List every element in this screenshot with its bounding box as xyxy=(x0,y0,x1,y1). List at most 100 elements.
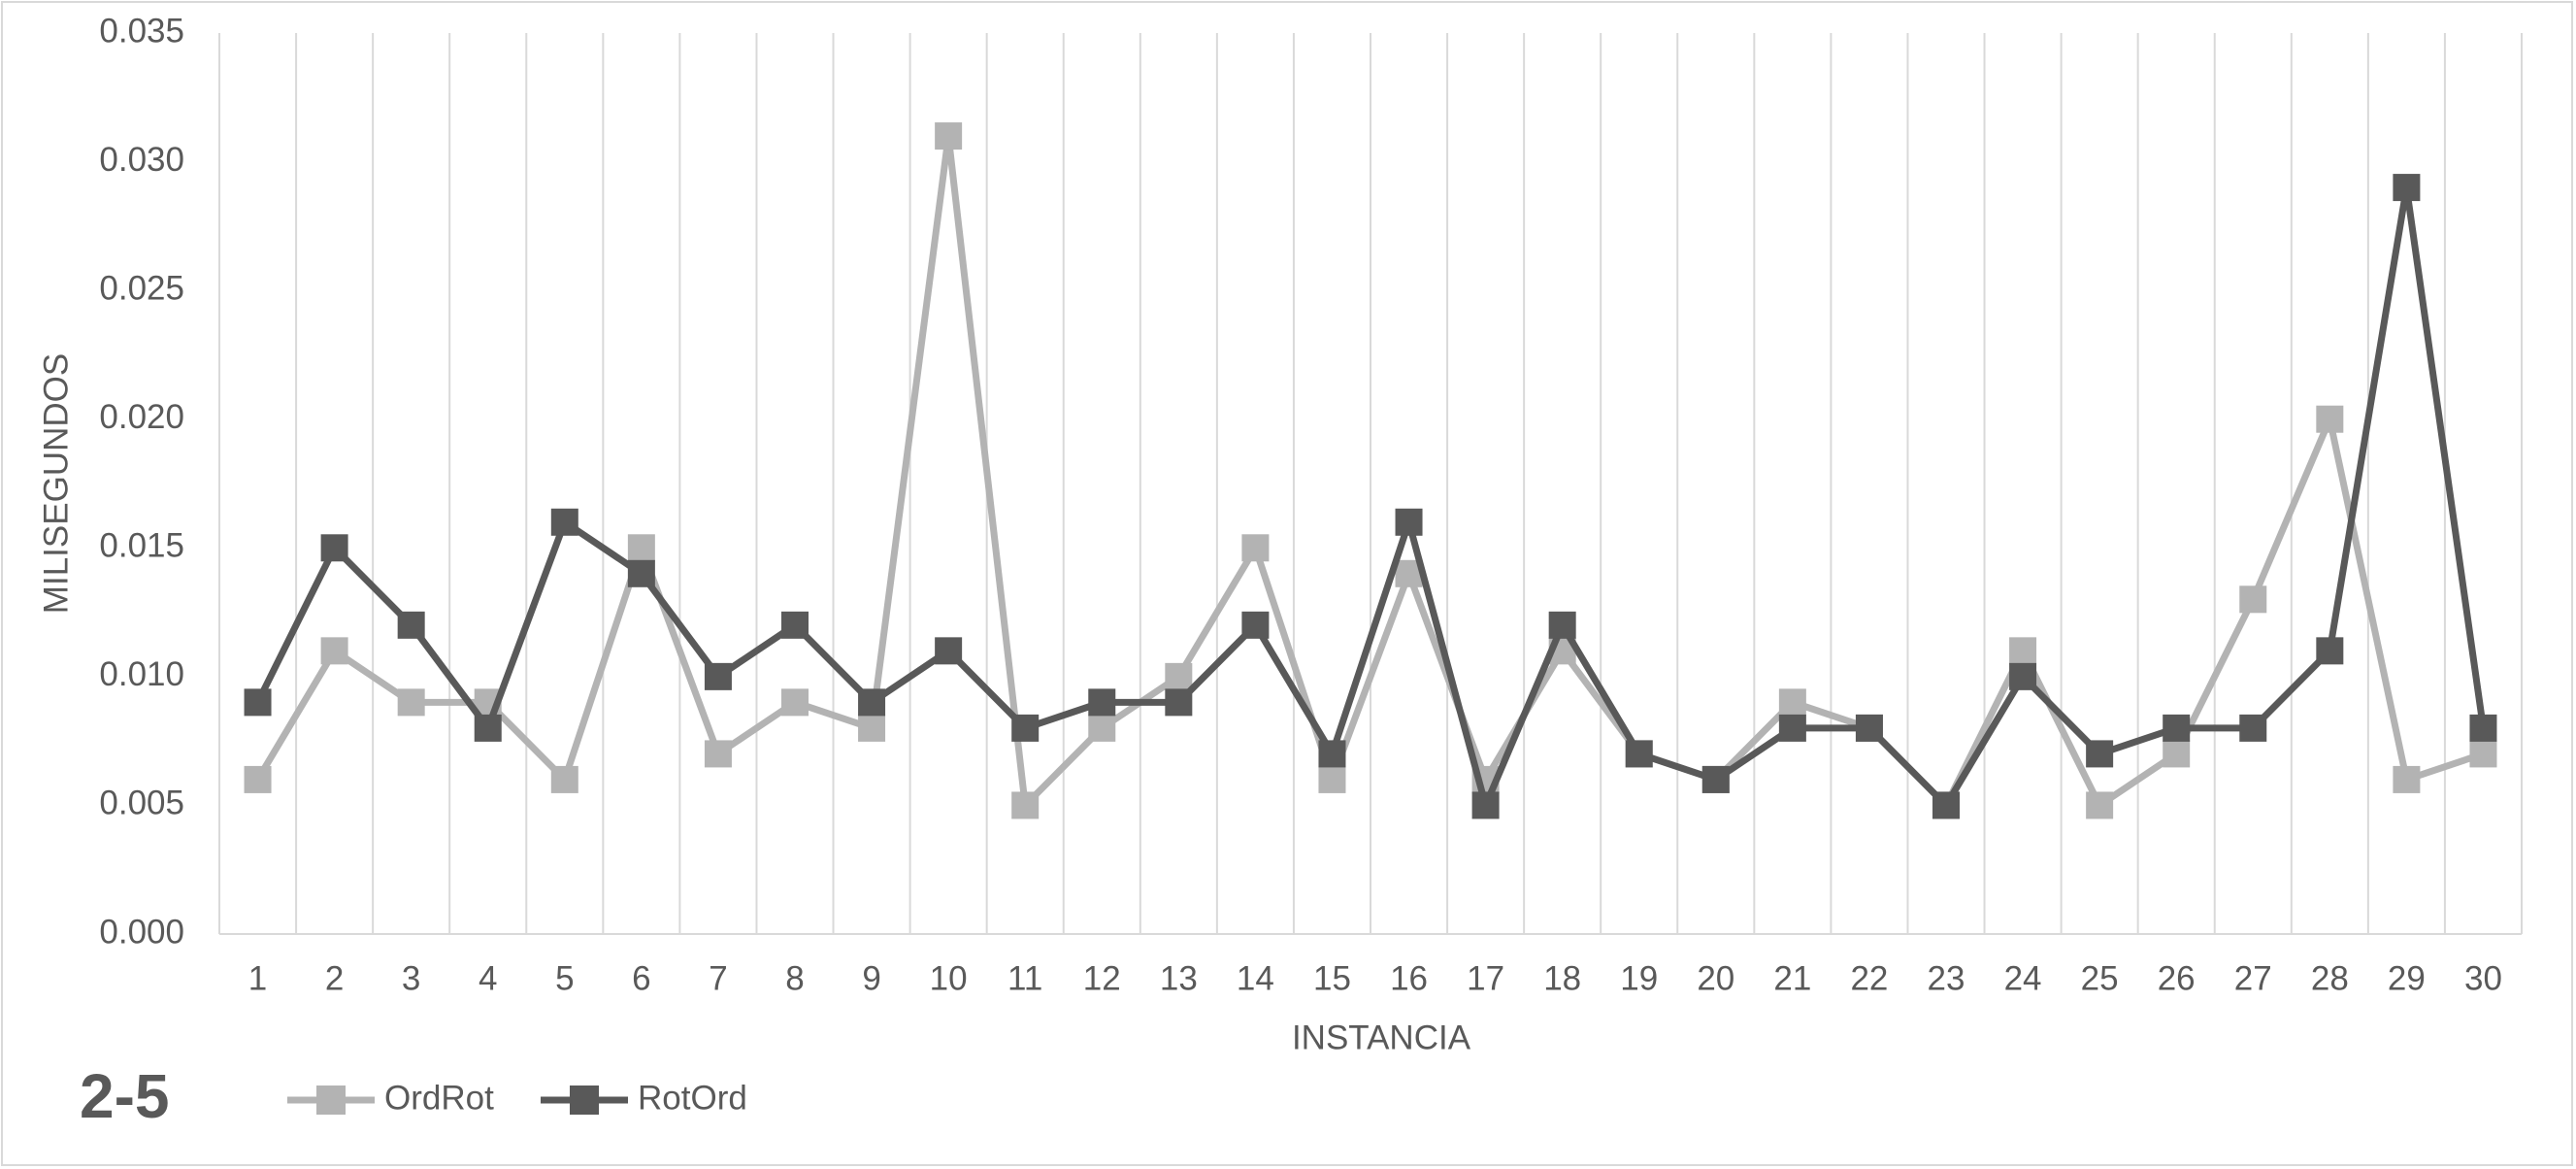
x-tick-label: 13 xyxy=(1160,959,1198,997)
x-tick-label: 10 xyxy=(930,959,968,997)
legend-item-rotord: RotOrd xyxy=(541,1079,747,1117)
data-point xyxy=(320,534,348,562)
data-point xyxy=(781,688,809,717)
y-tick-label: 0.025 xyxy=(99,269,184,307)
x-tick-label: 12 xyxy=(1083,959,1121,997)
y-axis-title: MILISEGUNDOS xyxy=(37,353,75,614)
data-point xyxy=(1778,688,1806,717)
data-point xyxy=(2316,637,2344,665)
x-tick-label: 17 xyxy=(1467,959,1504,997)
x-tick-label: 18 xyxy=(1543,959,1581,997)
y-axis-ticks: 0.000 0.005 0.010 0.015 0.020 0.025 0.030 0.035 xyxy=(99,12,184,951)
data-point xyxy=(935,122,963,150)
x-tick-label: 26 xyxy=(2158,959,2196,997)
data-point xyxy=(1778,714,1806,742)
data-point xyxy=(1701,765,1730,793)
x-tick-label: 8 xyxy=(785,959,804,997)
legend: OrdRot RotOrd xyxy=(287,1079,747,1117)
y-tick-label: 0.035 xyxy=(99,12,184,50)
x-tick-label: 3 xyxy=(402,959,420,997)
data-point xyxy=(550,765,578,793)
data-point xyxy=(320,637,348,665)
x-tick-label: 20 xyxy=(1697,959,1734,997)
data-point xyxy=(1165,688,1193,717)
data-point xyxy=(1395,508,1423,536)
data-point xyxy=(2393,174,2421,202)
data-point xyxy=(474,714,502,742)
data-point xyxy=(397,611,425,639)
data-point xyxy=(397,688,425,717)
data-point xyxy=(2009,662,2037,690)
data-point xyxy=(1318,740,1346,768)
x-tick-label: 5 xyxy=(555,959,574,997)
y-tick-label: 0.005 xyxy=(99,785,184,822)
gridlines xyxy=(218,33,2523,934)
x-tick-label: 15 xyxy=(1313,959,1351,997)
data-point xyxy=(2086,740,2114,768)
data-point xyxy=(2316,405,2344,433)
x-tick-label: 7 xyxy=(709,959,727,997)
data-point xyxy=(1241,534,1270,562)
x-tick-label: 9 xyxy=(862,959,880,997)
data-point xyxy=(2086,791,2114,819)
legend-label-ordrot: OrdRot xyxy=(384,1079,494,1117)
data-point xyxy=(1088,714,1116,742)
x-tick-label: 6 xyxy=(632,959,650,997)
x-tick-label: 4 xyxy=(479,959,497,997)
y-tick-label: 0.020 xyxy=(99,398,184,436)
data-point xyxy=(2009,637,2037,665)
data-point xyxy=(2393,765,2421,793)
series-rotord xyxy=(244,174,2497,819)
x-tick-label: 2 xyxy=(325,959,344,997)
data-point xyxy=(550,508,578,536)
data-point xyxy=(2469,714,2497,742)
data-point xyxy=(781,611,809,639)
series-layer xyxy=(244,122,2497,819)
x-tick-label: 22 xyxy=(1850,959,1888,997)
data-point xyxy=(2163,740,2191,768)
data-point xyxy=(1625,740,1653,768)
data-point xyxy=(244,765,272,793)
data-point xyxy=(627,559,655,587)
data-point xyxy=(2163,714,2191,742)
data-point xyxy=(2239,585,2267,614)
x-axis-title: INSTANCIA xyxy=(1292,1019,1471,1056)
data-point xyxy=(1932,791,1960,819)
corner-label: 2-5 xyxy=(80,1061,170,1131)
y-tick-label: 0.010 xyxy=(99,655,184,693)
data-point xyxy=(627,534,655,562)
data-point xyxy=(1011,714,1040,742)
data-point xyxy=(2239,714,2267,742)
x-tick-label: 23 xyxy=(1928,959,1965,997)
data-point xyxy=(935,637,963,665)
x-tick-label: 30 xyxy=(2464,959,2502,997)
y-tick-label: 0.000 xyxy=(99,913,184,951)
data-point xyxy=(704,662,732,690)
data-point xyxy=(704,740,732,768)
data-point xyxy=(1088,688,1116,717)
x-tick-label: 25 xyxy=(2081,959,2119,997)
x-tick-label: 21 xyxy=(1773,959,1811,997)
data-point xyxy=(1471,791,1500,819)
data-point xyxy=(2469,740,2497,768)
data-point xyxy=(858,714,886,742)
data-point xyxy=(1011,791,1040,819)
y-tick-label: 0.015 xyxy=(99,527,184,565)
data-point xyxy=(244,688,272,717)
x-tick-label: 11 xyxy=(1007,959,1042,997)
y-tick-label: 0.030 xyxy=(99,141,184,179)
x-tick-label: 19 xyxy=(1620,959,1658,997)
data-point xyxy=(1855,714,1883,742)
x-tick-label: 14 xyxy=(1237,959,1274,997)
data-point xyxy=(1548,611,1576,639)
x-axis-ticks: 1 2 3 4 5 6 7 8 9 10 11 12 13 14 15 16 17 18 19 20 21 22 23 24 2… xyxy=(248,959,2502,997)
legend-item-ordrot: OrdRot xyxy=(287,1079,494,1117)
x-tick-label: 28 xyxy=(2311,959,2349,997)
x-tick-label: 1 xyxy=(248,959,267,997)
data-point xyxy=(1165,662,1193,690)
data-point xyxy=(1318,765,1346,793)
x-tick-label: 27 xyxy=(2234,959,2272,997)
legend-label-rotord: RotOrd xyxy=(638,1079,747,1117)
